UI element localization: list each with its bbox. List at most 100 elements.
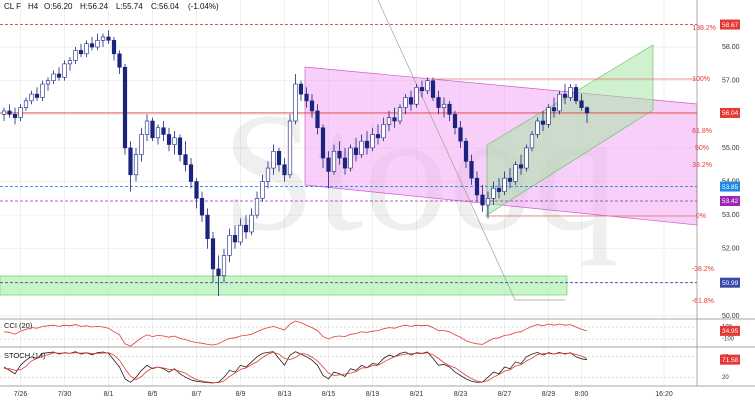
candle-body [227,235,232,256]
candle-body [474,177,480,196]
price-box [720,107,740,118]
x-tick-label: 7/30 [58,391,72,398]
indicator-name: CCI (20) [4,321,33,330]
candle-body [249,214,254,233]
candle-body [166,134,172,145]
candle-body [45,80,51,85]
candle-body [430,80,436,98]
candle-body [337,150,342,159]
trend-line [377,0,565,301]
interval: H4 [28,2,39,11]
candle-body [331,150,337,172]
price-box-label: 58.67 [722,22,739,29]
y-tick-label: 55.00 [722,145,740,152]
candles [1,30,590,296]
candle-body [183,154,188,166]
y-tick-label: 52.00 [722,246,740,253]
candle-body [106,36,111,41]
candle-body [34,93,40,98]
candle-body [243,224,249,233]
x-tick-label: 8/21 [410,391,424,398]
candle-body [205,214,210,239]
change: (-1.04%) [188,2,219,11]
low: L:55.74 [116,2,143,11]
x-tick-label: 8/27 [498,391,512,398]
candle-body [18,107,23,118]
candle-body [232,235,238,243]
candle-body [375,134,381,139]
candle-body [359,140,364,155]
candle-body [117,53,122,68]
candle-body [260,181,265,199]
candle-body [513,164,518,182]
candle-body [254,198,260,216]
fib-label: 0% [696,213,706,220]
x-tick-label: 8:00 [575,391,589,398]
indicator-line [4,351,588,383]
symbol: CL F [4,2,21,11]
price-box [720,19,740,30]
candle-body [172,137,177,145]
candle-body [51,73,56,81]
indicator-line [3,320,588,347]
candle-body [161,127,166,135]
candle-body [557,93,562,112]
fib-label: -38.2% [692,266,714,273]
candle-body [89,43,95,48]
candle-body [73,50,78,61]
candle-body [491,187,496,199]
candle-body [199,198,205,216]
candle-body [485,198,491,206]
candle-body [188,164,194,182]
ascending-channel [486,44,654,216]
candle-body [496,187,502,192]
candle-body [177,137,183,155]
candle-body [23,100,29,108]
candle-body [403,97,408,108]
candle-body [414,87,419,105]
candle-body [392,117,397,122]
candle-body [507,177,513,182]
candle-body [128,147,133,176]
fib-label: 50% [695,145,709,152]
y-tick-label: 57.00 [722,78,740,85]
candle-body [282,164,287,176]
candle-body [469,161,474,179]
candle-body [320,127,326,159]
candle-body [111,40,117,55]
candle-body [573,87,579,102]
candle-body [425,80,430,92]
value-box-label: 71.58 [722,357,739,364]
candle-body [535,120,540,135]
fib-labels: 138.2% 100% 61.8% 50% 38.2% 0% -38.2% -6… [692,25,716,305]
candle-body [458,127,463,142]
y-tick-label: 58.00 [722,44,740,51]
candle-body [524,147,529,169]
candle-body [194,181,199,199]
candle-body [342,157,348,169]
candle-body [100,36,106,41]
y-tick-label: 50.00 [722,313,740,320]
open: O:56.20 [44,2,73,11]
candle-body [408,97,414,105]
candle-body [562,93,568,98]
x-tick-label: 8/9 [236,391,246,398]
candle-body [436,97,441,108]
candle-body [441,103,447,108]
candle-body [502,177,507,192]
candle-body [315,110,320,129]
candle-body [353,147,359,155]
x-tick-label: 8/5 [148,391,158,398]
y-tick-label: -100 [722,337,735,343]
candle-body [287,120,293,176]
x-tick-label: 8/1 [104,391,114,398]
candle-body [293,83,298,122]
x-tick-label: 8/15 [322,391,336,398]
candle-body [210,238,216,270]
candle-body [238,224,243,243]
x-tick-label: 8/19 [366,391,380,398]
candle-body [381,124,386,139]
x-tick-label: 8/23 [454,391,468,398]
candle-body [62,63,67,78]
candle-body [122,66,128,149]
